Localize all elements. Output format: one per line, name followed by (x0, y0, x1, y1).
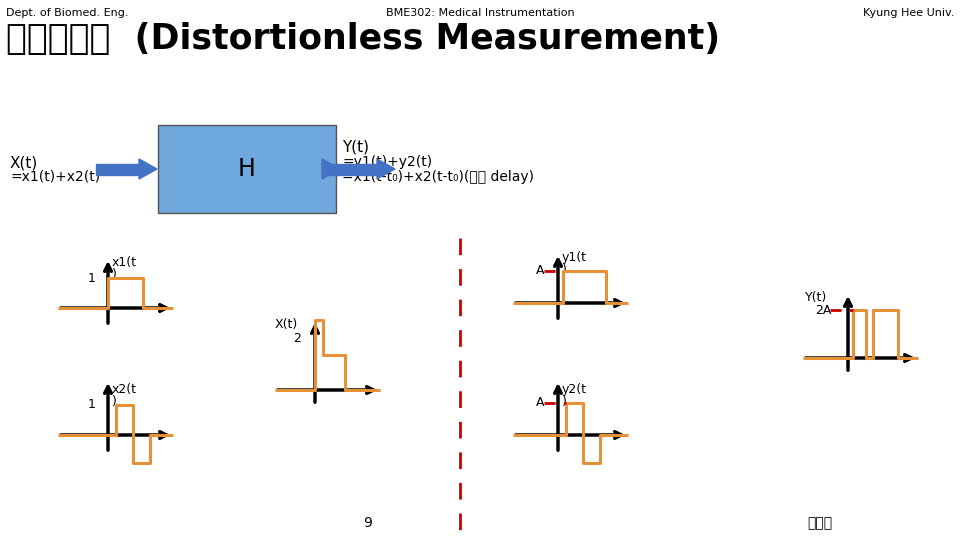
Text: Dept. of Biomed. Eng.: Dept. of Biomed. Eng. (6, 8, 129, 18)
Text: =x1(t-t₀)+x2(t-t₀)(시간 delay): =x1(t-t₀)+x2(t-t₀)(시간 delay) (342, 170, 534, 184)
Text: H: H (238, 157, 256, 181)
Text: ): ) (562, 395, 566, 408)
Text: A: A (536, 396, 544, 409)
Text: A: A (536, 265, 544, 278)
FancyBboxPatch shape (158, 125, 336, 213)
Text: Y(t): Y(t) (805, 291, 828, 304)
Text: X(t): X(t) (275, 318, 299, 331)
Polygon shape (337, 164, 377, 174)
Text: 9: 9 (364, 516, 372, 530)
Text: BME302: Medical Instrumentation: BME302: Medical Instrumentation (386, 8, 574, 18)
Text: ): ) (112, 395, 117, 408)
Text: =x1(t)+x2(t): =x1(t)+x2(t) (10, 170, 100, 184)
Text: ): ) (112, 268, 117, 281)
Text: Kyung Hee Univ.: Kyung Hee Univ. (863, 8, 954, 18)
Text: 2: 2 (293, 332, 301, 345)
Text: 1: 1 (88, 399, 96, 411)
Text: =y1(t)+y2(t): =y1(t)+y2(t) (342, 155, 432, 169)
Polygon shape (139, 159, 157, 179)
Polygon shape (377, 159, 395, 179)
Text: y1(t: y1(t (562, 251, 587, 264)
Text: ): ) (562, 263, 566, 276)
Polygon shape (322, 164, 338, 174)
Text: 2A: 2A (816, 303, 832, 316)
Polygon shape (322, 159, 340, 179)
Text: x1(t: x1(t (112, 256, 137, 269)
Text: Y(t): Y(t) (342, 140, 369, 155)
Text: 1: 1 (88, 272, 96, 285)
Text: 원지혜: 원지혜 (807, 516, 832, 530)
Text: X(t): X(t) (10, 155, 38, 170)
Text: 무왜곡측정  (Distortionless Measurement): 무왜곡측정 (Distortionless Measurement) (6, 22, 720, 56)
Text: x2(t: x2(t (112, 383, 137, 396)
Text: y2(t: y2(t (562, 383, 587, 396)
Polygon shape (96, 164, 139, 174)
